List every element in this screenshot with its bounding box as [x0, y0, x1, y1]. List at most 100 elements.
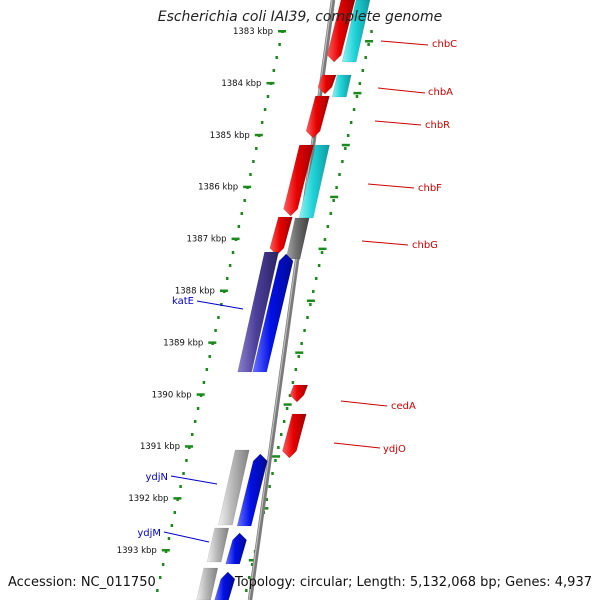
- track-tick: [318, 247, 327, 251]
- scale-dot: [191, 433, 194, 436]
- scale-dot: [225, 277, 229, 280]
- gene-labels[interactable]: chbC chbA chbR chbF chbG katE cedA ydjO ydjN ydjM: [137, 39, 457, 543]
- track-dot: [303, 329, 306, 332]
- gene-label-chbR[interactable]: chbR: [425, 120, 450, 131]
- gene-chbC-red[interactable]: [326, 0, 356, 63]
- gene-ydjN-blue[interactable]: [236, 453, 268, 527]
- track-dot: [250, 563, 254, 566]
- track-dot: [320, 251, 324, 254]
- track-tick: [306, 299, 315, 302]
- scale-dot: [228, 264, 232, 267]
- gene-label-leader: [196, 300, 244, 310]
- gene-label-chbF[interactable]: chbF: [418, 183, 442, 194]
- gene-features[interactable]: [196, 0, 371, 601]
- gene-label-chbC[interactable]: chbC: [432, 39, 457, 50]
- scale-dot: [196, 407, 200, 410]
- scale-dot: [263, 108, 267, 111]
- gene-label-cedA[interactable]: cedA: [391, 401, 416, 412]
- track-dot: [288, 394, 292, 397]
- track-dot: [335, 186, 338, 189]
- scale-major-tick: [161, 549, 170, 552]
- track-dot: [312, 290, 315, 293]
- scale-dot: [260, 121, 264, 124]
- scale-dot: [208, 355, 211, 358]
- scale-label: 1392 kbp: [128, 494, 168, 504]
- gene-ydjO-red[interactable]: [282, 413, 307, 459]
- gene-chbC-cyan[interactable]: [341, 0, 371, 63]
- gene-label-leader: [377, 87, 426, 94]
- scale-dot: [170, 524, 174, 527]
- kbp-scale: 1383 kbp 1384 kbp 1385 kbp 1386 kbp 1387 kbp…: [117, 27, 374, 592]
- scale-major-tick: [196, 393, 205, 396]
- gene-ydjM-gray[interactable]: [206, 527, 230, 563]
- track-tick: [248, 559, 257, 562]
- scale-dot: [161, 563, 165, 566]
- scale-dot: [214, 329, 217, 332]
- scale-dot: [272, 69, 276, 72]
- track-tick: [295, 351, 304, 354]
- scale-dot: [156, 589, 159, 592]
- gene-chbA-cyan[interactable]: [331, 74, 352, 98]
- gene-cedA-red[interactable]: [289, 384, 309, 403]
- track-dot: [332, 199, 335, 202]
- scale-dot: [278, 43, 281, 46]
- scale-dot: [237, 225, 241, 228]
- gene-chbA-red[interactable]: [317, 74, 337, 95]
- scale-dot: [255, 147, 258, 150]
- gene-ydjN-gray[interactable]: [218, 449, 250, 526]
- scale-dot: [185, 459, 188, 462]
- track-dot: [274, 459, 277, 462]
- gene-label-ydjN[interactable]: ydjN: [145, 472, 168, 483]
- scale-label: 1389 kbp: [163, 338, 203, 348]
- gene-chbG-gray[interactable]: [285, 217, 310, 260]
- scale-dot: [167, 537, 171, 540]
- track-tick: [283, 403, 292, 406]
- track-dot: [294, 368, 298, 371]
- scale-dot: [158, 576, 162, 579]
- scale-dot: [266, 95, 270, 98]
- gene-partial-gray[interactable]: [196, 567, 219, 601]
- track-dot: [280, 433, 283, 436]
- genome-title: Escherichia coli IAI39, complete genome: [157, 9, 443, 25]
- track-dot: [367, 43, 370, 46]
- gene-chbR-red[interactable]: [305, 95, 330, 139]
- track-dot: [349, 121, 353, 124]
- gene-label-leader: [333, 442, 381, 449]
- track-tick: [272, 455, 281, 458]
- track-dot: [344, 147, 347, 150]
- scale-major-tick: [278, 30, 287, 33]
- track-dot: [285, 407, 289, 410]
- scale-major-tick: [231, 237, 240, 241]
- track-dot: [306, 316, 309, 319]
- gene-label-chbG[interactable]: chbG: [412, 240, 438, 251]
- gene-katE-blue[interactable]: [252, 253, 294, 373]
- gene-ydjM-blue[interactable]: [225, 532, 247, 565]
- gene-label-ydjM[interactable]: ydjM: [137, 528, 161, 539]
- gene-chbF-cyan[interactable]: [298, 144, 330, 219]
- gene-chbF-red[interactable]: [283, 144, 314, 217]
- gene-label-leader: [367, 183, 415, 189]
- track-dot: [300, 342, 303, 345]
- gene-partial-blue[interactable]: [214, 571, 236, 601]
- scale-label: 1383 kbp: [233, 27, 273, 37]
- scale-label: 1393 kbp: [117, 546, 157, 556]
- scale-dot: [217, 316, 220, 319]
- gene-katE-purple[interactable]: [237, 251, 279, 373]
- accession-text: Accession: NC_011750: [8, 575, 156, 590]
- scale-dot: [173, 511, 177, 514]
- track-dot: [364, 56, 367, 59]
- gene-label-chbA[interactable]: chbA: [428, 87, 453, 98]
- gene-label-leader: [380, 40, 429, 46]
- track-dot: [268, 485, 271, 488]
- gene-chbG-red[interactable]: [269, 216, 293, 256]
- track-dot: [358, 82, 362, 85]
- track-dot: [329, 212, 333, 215]
- scale-major-tick: [266, 81, 275, 85]
- scale-major-tick: [219, 289, 228, 292]
- track-dot: [361, 69, 365, 72]
- gene-label-katE[interactable]: katE: [172, 296, 194, 307]
- gene-label-ydjO[interactable]: ydjO: [383, 444, 406, 455]
- scale-dot: [249, 173, 252, 176]
